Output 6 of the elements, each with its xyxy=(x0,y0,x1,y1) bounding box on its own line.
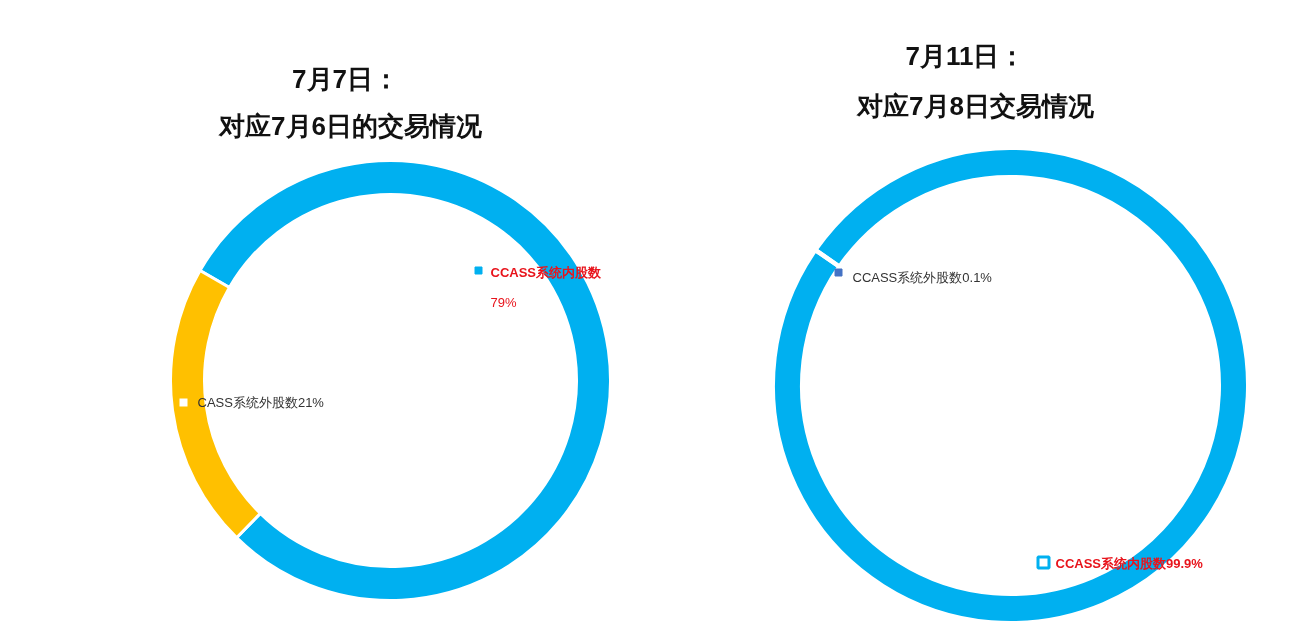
chart-subtitle: 对应7月6日的交易情况 xyxy=(218,110,483,141)
chart-title: 7月11日： xyxy=(905,40,1026,71)
chart-subtitle: 对应7月8日交易情况 xyxy=(856,90,1095,121)
data-label: 79% xyxy=(490,295,517,310)
chart-title: 7月7日： xyxy=(292,63,399,94)
legend-label: CCASS系统外股数0.1% xyxy=(852,270,993,285)
